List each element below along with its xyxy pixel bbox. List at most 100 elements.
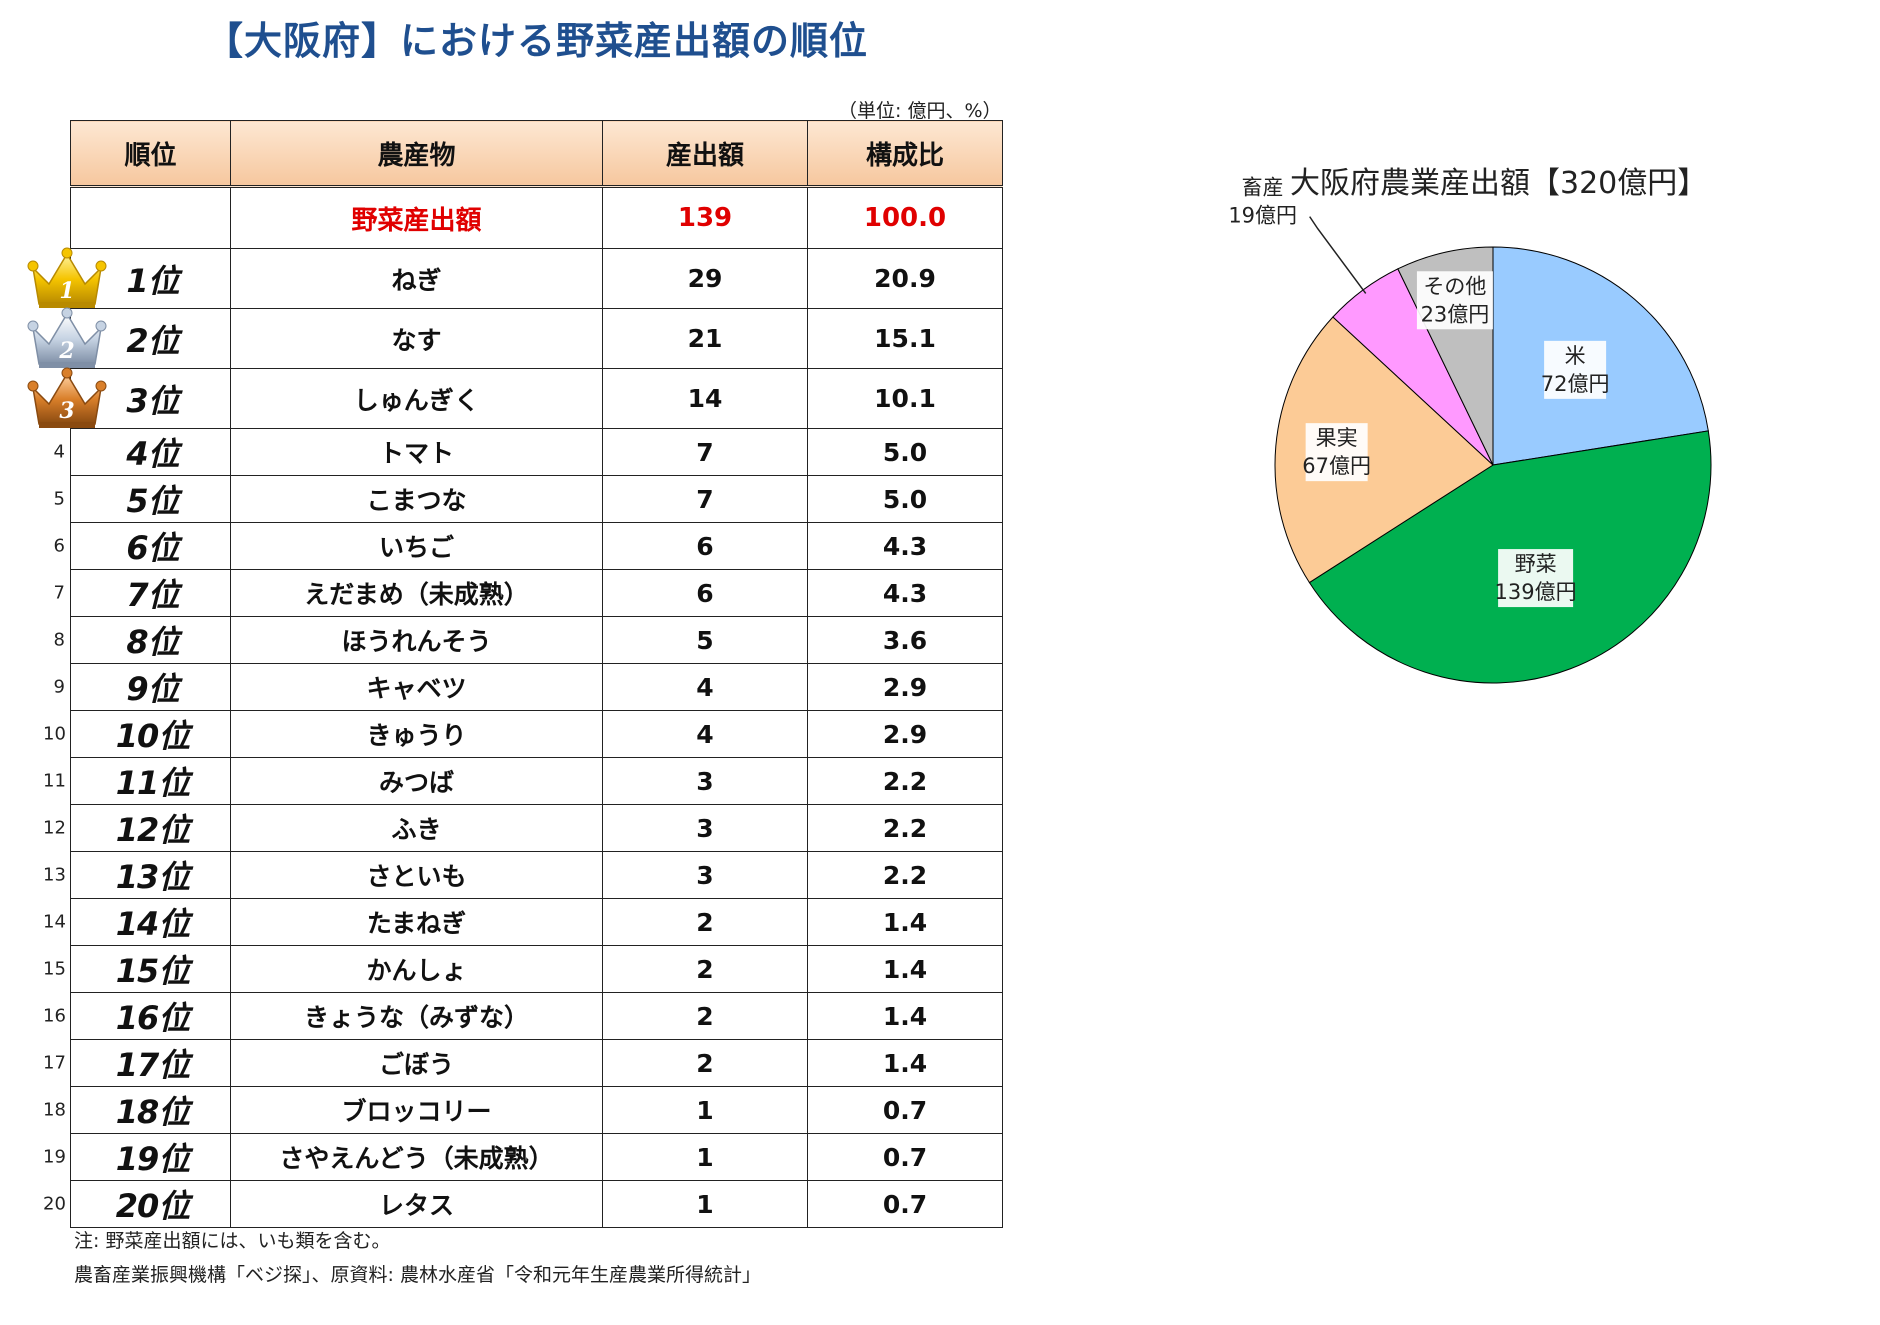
pie-slice-name: 果実 [1316, 426, 1358, 450]
table-row: 20 20位 レタス 1 0.7 [43, 1180, 1003, 1228]
pie-slice-value: 19億円 [1228, 204, 1297, 228]
rank-cell: 17 17位 [43, 1039, 231, 1087]
table-row: 4 4位 トマト 7 5.0 [54, 428, 1003, 476]
crop-cell: ほうれんそう [230, 616, 603, 664]
rank-label: 10位 [115, 717, 191, 755]
crop-cell: ねぎ [230, 248, 603, 309]
share-cell: 1.4 [807, 945, 1003, 993]
share-cell: 5.0 [807, 428, 1003, 476]
share-cell: 0.7 [807, 1086, 1003, 1134]
total-row: 野菜産出額 139 100.0 [70, 186, 1003, 249]
bronze-crown-icon: 3 [27, 367, 107, 428]
row-number: 13 [43, 864, 66, 886]
gold-crown-icon: 1 [27, 247, 107, 308]
leader-line [1309, 216, 1367, 294]
pie-slice-name: その他 [1423, 274, 1486, 298]
rank-cell: 1 1位 [27, 247, 231, 309]
rank-label: 18位 [115, 1093, 191, 1131]
pie-label: 畜産 19億円 [1228, 176, 1297, 228]
total-rank-cell [70, 186, 231, 249]
row-number: 19 [43, 1146, 66, 1168]
crop-cell: きゅうり [230, 710, 603, 758]
pie-label: その他 23億円 [1416, 271, 1493, 330]
table-row: 12 12位 ふき 3 2.2 [43, 804, 1003, 852]
crop-cell: レタス [230, 1180, 603, 1228]
row-number: 18 [43, 1099, 66, 1121]
footnote: 注: 野菜産出額には、いも類を含む。 [74, 1230, 391, 1252]
value-cell: 14 [602, 368, 808, 429]
table-row: 9 9位 キャベツ 4 2.9 [54, 663, 1003, 711]
crop-cell: ごぼう [230, 1039, 603, 1087]
rank-cell: 16 16位 [43, 992, 231, 1040]
crop-cell: みつば [230, 757, 603, 805]
pie-slice [1308, 430, 1712, 684]
total-crop: 野菜産出額 [230, 186, 603, 249]
value-cell: 2 [602, 992, 808, 1040]
rank-label: 9位 [126, 670, 179, 708]
crop-cell: トマト [230, 428, 603, 476]
share-cell: 5.0 [807, 475, 1003, 523]
crop-cell: いちご [230, 522, 603, 570]
rank-cell: 9 9位 [54, 663, 231, 711]
rank-label: 5位 [126, 482, 179, 520]
value-cell: 7 [602, 428, 808, 476]
silver-crown-number: 2 [58, 338, 74, 364]
pie-label-bg [1305, 423, 1368, 482]
share-cell: 2.2 [807, 804, 1003, 852]
share-cell: 10.1 [807, 368, 1003, 429]
row-number: 7 [53, 582, 65, 604]
rank-cell: 7 7位 [54, 569, 231, 617]
rank-label: 13位 [115, 858, 191, 896]
row-number: 6 [53, 535, 65, 557]
value-cell: 1 [602, 1086, 808, 1134]
pie-label-bg [1416, 271, 1493, 330]
value-cell: 2 [602, 898, 808, 946]
table-row: 2 2位 なす 21 15.1 [27, 307, 1003, 369]
table-row: 5 5位 こまつな 7 5.0 [54, 475, 1003, 523]
row-number: 10 [43, 723, 66, 745]
crop-cell: きょうな（みずな） [230, 992, 603, 1040]
rank-label: 15位 [115, 952, 191, 990]
rank-cell: 11 11位 [43, 757, 231, 805]
row-number: 9 [53, 676, 65, 698]
rank-cell: 4 4位 [54, 428, 231, 476]
rank-label: 8位 [126, 623, 179, 661]
rank-cell: 20 20位 [43, 1180, 231, 1228]
pie-slice-name: 畜産 [1242, 176, 1284, 200]
table-row: 10 10位 きゅうり 4 2.9 [43, 710, 1003, 758]
value-cell: 3 [602, 757, 808, 805]
pie-chart-title: 大阪府農業産出額【320億円】 [1290, 166, 1708, 201]
pie-slice-value: 139億円 [1495, 580, 1577, 604]
source-note: 農畜産業振興機構「ベジ探」、原資料: 農林水産省「令和元年生産農業所得統計」 [74, 1264, 761, 1286]
value-cell: 1 [602, 1133, 808, 1181]
table-row: 15 15位 かんしょ 2 1.4 [43, 945, 1003, 993]
pie-slice [1492, 246, 1709, 466]
rank-cell: 14 14位 [43, 898, 231, 946]
pie-slice-value: 72億円 [1541, 372, 1610, 396]
crop-cell: しゅんぎく [230, 368, 603, 429]
table-row: 13 13位 さといも 3 2.2 [43, 851, 1003, 899]
pie-slice-value: 67億円 [1302, 454, 1371, 478]
value-cell: 5 [602, 616, 808, 664]
table-header-row: 順位 農産物 産出額 構成比 [70, 120, 1003, 188]
crop-cell: えだまめ（未成熟） [230, 569, 603, 617]
value-cell: 3 [602, 851, 808, 899]
crop-cell: たまねぎ [230, 898, 603, 946]
rank-label: 1位 [126, 261, 179, 300]
table-row: 3 3位 しゅんぎく 14 10.1 [27, 367, 1003, 429]
rank-cell: 6 6位 [54, 522, 231, 570]
share-cell: 1.4 [807, 992, 1003, 1040]
share-cell: 1.4 [807, 898, 1003, 946]
table-row: 14 14位 たまねぎ 2 1.4 [43, 898, 1003, 946]
share-cell: 1.4 [807, 1039, 1003, 1087]
crop-cell: ブロッコリー [230, 1086, 603, 1134]
pie-label-bg [1544, 340, 1607, 399]
rank-label: 3位 [126, 381, 179, 420]
value-cell: 6 [602, 569, 808, 617]
pie-slice [1274, 316, 1494, 584]
value-cell: 1 [602, 1180, 808, 1228]
pie-slice-name: 野菜 [1515, 552, 1557, 576]
header-value: 産出額 [602, 120, 808, 188]
row-number: 4 [53, 441, 65, 463]
table-row: 16 16位 きょうな（みずな） 2 1.4 [43, 992, 1003, 1040]
